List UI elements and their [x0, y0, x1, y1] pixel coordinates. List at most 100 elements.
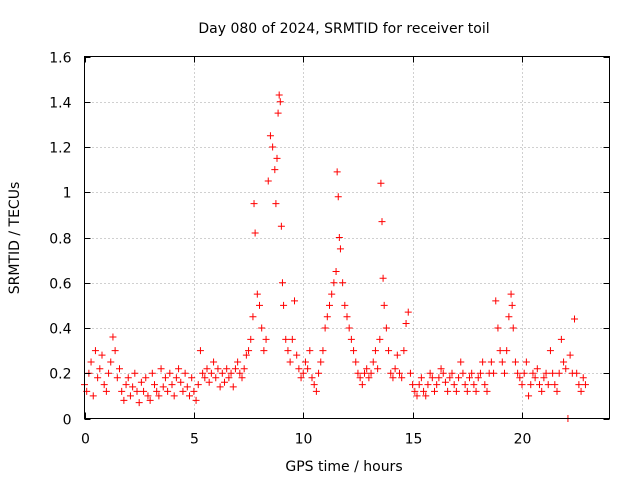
data-point: [496, 347, 504, 355]
data-point: [201, 374, 209, 382]
data-point: [203, 365, 211, 373]
data-point: [190, 387, 198, 395]
data-point: [131, 369, 139, 377]
data-point: [452, 387, 460, 395]
data-point: [516, 374, 524, 382]
data-point: [105, 369, 113, 377]
data-point: [249, 313, 257, 321]
data-point: [227, 369, 235, 377]
data-point: [518, 381, 526, 389]
data-point: [170, 392, 178, 400]
data-point: [109, 333, 117, 341]
data-point: [129, 383, 137, 391]
data-point: [317, 358, 325, 366]
data-point: [113, 374, 121, 382]
data-point: [205, 378, 213, 386]
data-point: [527, 381, 535, 389]
data-point: [505, 313, 513, 321]
data-point: [417, 374, 425, 382]
data-point: [575, 381, 583, 389]
data-point: [501, 369, 508, 377]
data-point: [326, 301, 333, 309]
data-point: [479, 358, 487, 366]
y-axis-label: SRMTID / TECUs: [7, 182, 23, 295]
data-point: [179, 387, 187, 395]
data-point: [94, 374, 102, 382]
data-point: [476, 369, 484, 377]
data-point: [385, 347, 393, 355]
data-point: [251, 229, 259, 237]
data-point: [352, 358, 360, 366]
data-point: [371, 347, 379, 355]
data-point: [96, 365, 104, 373]
data-point: [164, 387, 172, 395]
data-point: [459, 369, 467, 377]
data-point: [140, 387, 148, 395]
data-point: [389, 374, 397, 382]
data-point: [483, 387, 491, 395]
grid-lines: [84, 56, 610, 419]
y-tick-label: 0.4: [49, 322, 71, 338]
data-point: [463, 387, 471, 395]
data-point: [333, 168, 341, 176]
data-point: [271, 166, 279, 174]
data-point: [135, 399, 143, 407]
data-point: [461, 381, 469, 389]
data-point: [573, 369, 581, 377]
data-point: [286, 358, 294, 366]
data-point: [207, 369, 215, 377]
data-point: [310, 381, 318, 389]
data-point: [120, 396, 128, 404]
data-point: [295, 365, 303, 373]
data-point: [280, 301, 288, 309]
x-tick-label: 10: [295, 432, 313, 448]
data-point: [253, 290, 261, 298]
data-point: [457, 358, 465, 366]
data-point: [172, 374, 180, 382]
data-point: [431, 387, 438, 395]
data-point: [557, 335, 565, 343]
data-point: [196, 347, 204, 355]
data-point: [269, 143, 277, 151]
data-point: [387, 369, 395, 377]
data-point: [188, 374, 196, 382]
data-point: [336, 245, 344, 253]
data-point: [358, 381, 366, 389]
data-point: [579, 374, 587, 382]
data-point: [492, 297, 500, 305]
data-point: [411, 387, 419, 395]
data-point: [236, 369, 244, 377]
data-point: [404, 308, 412, 316]
data-point: [566, 351, 574, 359]
data-point: [571, 315, 578, 323]
data-point: [374, 365, 382, 373]
data-point: [144, 392, 152, 400]
data-point: [393, 351, 401, 359]
data-point: [498, 358, 506, 366]
data-point: [116, 365, 123, 373]
data-point: [426, 369, 434, 377]
data-point: [487, 358, 495, 366]
data-point: [551, 381, 559, 389]
data-point: [376, 335, 384, 343]
data-point: [272, 200, 280, 208]
chart-title: Day 080 of 2024, SRMTID for receiver toi…: [198, 21, 489, 37]
data-point: [428, 374, 436, 382]
data-point: [291, 297, 298, 305]
data-point: [378, 218, 386, 226]
data-point: [507, 290, 515, 298]
data-point: [435, 374, 443, 382]
data-point: [415, 381, 423, 389]
data-point: [377, 179, 385, 187]
data-point: [413, 392, 421, 400]
data-point: [400, 347, 408, 355]
data-point: [242, 351, 250, 359]
data-point: [266, 132, 274, 140]
data-point: [540, 374, 548, 382]
data-point: [490, 369, 498, 377]
y-tick-label: 1.2: [49, 141, 71, 157]
data-point: [555, 369, 563, 377]
data-point: [560, 358, 568, 366]
data-point: [509, 324, 517, 332]
